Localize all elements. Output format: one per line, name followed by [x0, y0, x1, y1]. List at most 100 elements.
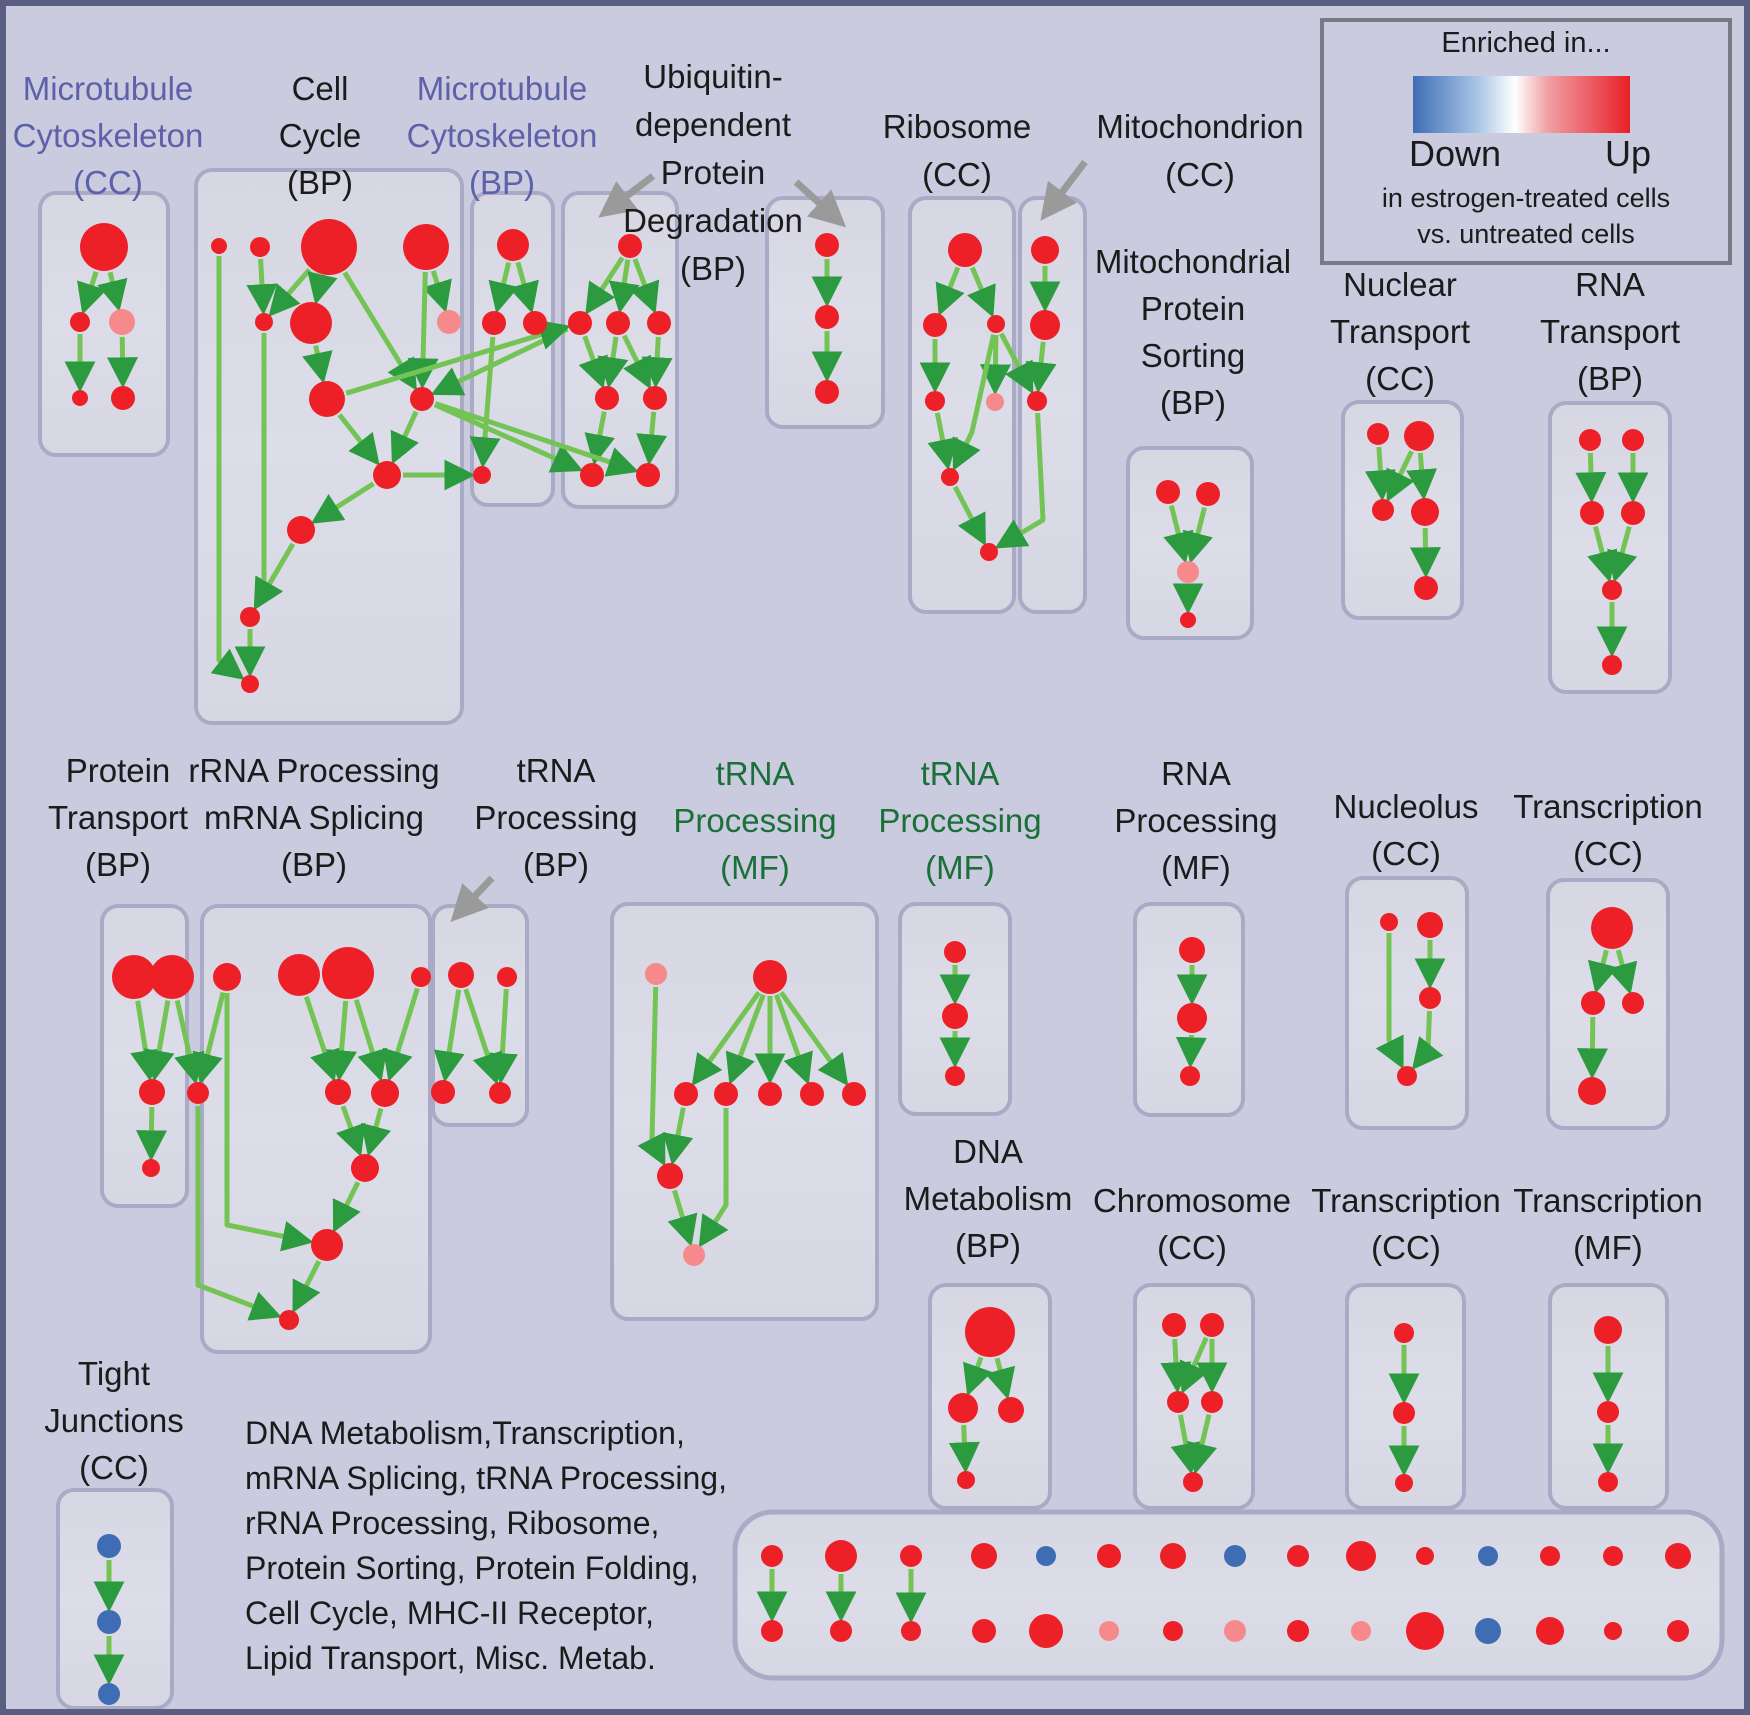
label-msort-line-0: Mitochondrial — [1095, 243, 1291, 280]
node-rib-6 — [980, 543, 998, 561]
node-cc-5 — [290, 302, 332, 344]
grid-node-bottom-8 — [1287, 1620, 1309, 1642]
node-trnamf1-4 — [758, 1082, 782, 1106]
edge-trnamf1-8 — [698, 1108, 729, 1248]
label-mtcc-line-1: Cytoskeleton — [13, 117, 204, 154]
edge-cc-5 — [302, 344, 333, 384]
label-trnamf2-line-2: (MF) — [925, 849, 995, 886]
box-chrom — [1133, 1283, 1255, 1510]
label-txmf-line-0: Transcription — [1513, 1182, 1703, 1219]
node-mtcc-4 — [111, 386, 135, 410]
node-rtrans-3 — [1621, 501, 1645, 525]
node-trnabp-3 — [489, 1082, 511, 1104]
cross-edge-5 — [998, 332, 1034, 395]
box-tight — [56, 1488, 174, 1710]
node-rtrans-1 — [1622, 429, 1644, 451]
node-cc-2 — [301, 219, 357, 275]
edge-nucl-1 — [1375, 933, 1404, 1070]
label-trnamf1-line-0: tRNA — [716, 755, 795, 792]
annotation-arrow-3 — [450, 875, 495, 922]
label-rrna-line-1: mRNA Splicing — [204, 799, 424, 836]
node-ntrans-3 — [1411, 498, 1439, 526]
node-chrom-2 — [1167, 1391, 1189, 1413]
node-rnamf-2 — [1180, 1066, 1200, 1086]
node-chrom-3 — [1201, 1391, 1223, 1413]
edge-rrna-9 — [224, 993, 314, 1252]
edge-cc-0 — [246, 258, 278, 316]
node-rrna-4 — [187, 1082, 209, 1104]
edge-rrna-4 — [192, 991, 226, 1085]
grid-node-bottom-11 — [1475, 1618, 1501, 1644]
edge-dnam-1 — [985, 1357, 1016, 1400]
node-ubqb-1 — [815, 305, 839, 329]
edge-rrna-10 — [195, 1106, 282, 1321]
node-cc-6 — [437, 310, 461, 334]
node-ubqa-3 — [647, 311, 671, 335]
label-ptrans-line-0: Protein — [66, 752, 171, 789]
node-ptrans-2 — [139, 1079, 165, 1105]
edge-rib-3 — [979, 334, 1011, 396]
label-trnamf1-line-1: Processing — [673, 802, 836, 839]
edge-rtrans-3 — [1607, 525, 1638, 583]
label-ntrans-line-0: Nuclear — [1343, 266, 1457, 303]
edge-chrom-1 — [1179, 1336, 1209, 1395]
edge-cc-2 — [307, 271, 338, 305]
edge-rib-4 — [927, 412, 958, 471]
edge-cc-12 — [210, 256, 245, 680]
node-ubqb-2 — [815, 380, 839, 404]
label-txcc2-line-0: Transcription — [1311, 1182, 1501, 1219]
label-rib-line-0: Ribosome — [883, 108, 1032, 145]
edge-dnam-2 — [948, 1424, 980, 1474]
grid-node-bottom-3 — [972, 1619, 996, 1643]
node-mtbp-0 — [497, 229, 529, 261]
node-txmf-1 — [1597, 1401, 1619, 1423]
grid-node-top-14 — [1665, 1543, 1691, 1569]
edge-txcc1-1 — [1607, 949, 1638, 995]
node-cc-0 — [211, 238, 227, 254]
grid-node-top-10 — [1416, 1547, 1434, 1565]
edge-rtrans-2 — [1587, 525, 1618, 583]
node-mtbp-1 — [482, 311, 506, 335]
edge-trnabp-2 — [463, 988, 503, 1085]
label-ntrans-line-2: (CC) — [1365, 360, 1435, 397]
node-trnamf2-1 — [942, 1003, 968, 1029]
node-ptrans-0 — [112, 955, 156, 999]
node-trnamf1-2 — [674, 1082, 698, 1106]
grid-node-bottom-10 — [1406, 1612, 1444, 1650]
node-ubqa-4 — [595, 386, 619, 410]
grid-node-bottom-5 — [1099, 1621, 1119, 1641]
node-dnam-2 — [998, 1397, 1024, 1423]
edge-trnamf1-1 — [725, 993, 766, 1085]
node-rib-4 — [986, 393, 1004, 411]
legend-gradient-bar — [1413, 76, 1630, 133]
edge-trnamf1-0 — [691, 990, 761, 1087]
grid-node-top-12 — [1540, 1546, 1560, 1566]
label-rrna-line-0: rRNA Processing — [188, 752, 439, 789]
edge-rib-0 — [935, 266, 965, 317]
node-txcc2-2 — [1395, 1474, 1413, 1492]
node-rnamf-0 — [1179, 937, 1205, 963]
node-mtcc-1 — [70, 312, 90, 332]
node-ptrans-1 — [150, 955, 194, 999]
edge-ubqa-1 — [608, 259, 640, 314]
node-ntrans-4 — [1414, 576, 1438, 600]
node-ptrans-3 — [142, 1159, 160, 1177]
label-mtbp-line-0: Microtubule — [417, 70, 588, 107]
node-ubqa-0 — [618, 234, 642, 258]
node-mito-2 — [1027, 391, 1047, 411]
edge-ntrans-1 — [1386, 450, 1415, 503]
cross-edge-2 — [434, 401, 639, 477]
label-rnamf-line-2: (MF) — [1161, 849, 1231, 886]
node-rtrans-5 — [1602, 655, 1622, 675]
label-txmf-line-1: (MF) — [1573, 1229, 1643, 1266]
label-msort-line-1: Protein — [1141, 290, 1246, 327]
node-nucl-0 — [1380, 913, 1398, 931]
grid-node-bottom-7 — [1224, 1620, 1246, 1642]
edge-cc-13 — [253, 333, 283, 611]
node-tight-0 — [97, 1534, 121, 1558]
legend-subtitle-1: in estrogen-treated cells — [1382, 183, 1670, 213]
layer-nodes — [70, 219, 1691, 1705]
note-line-3: Protein Sorting, Protein Folding, — [245, 1550, 699, 1586]
node-trnabp-1 — [497, 967, 517, 987]
